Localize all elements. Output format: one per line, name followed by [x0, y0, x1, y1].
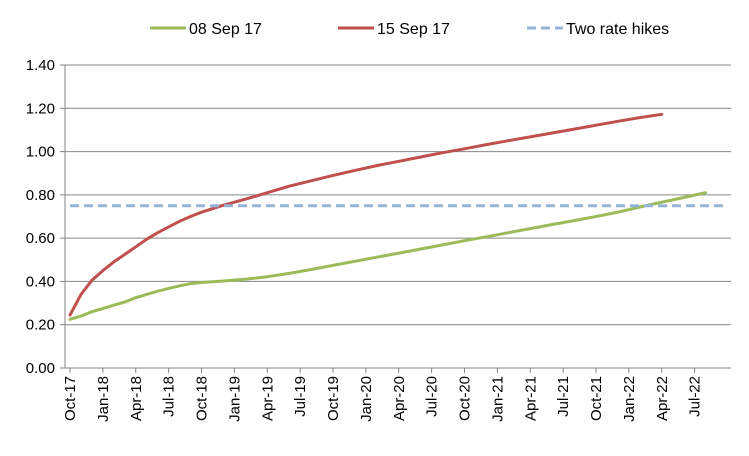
x-tick-label: Jul-20: [424, 376, 441, 417]
y-tick-label: 0.80: [26, 187, 55, 204]
x-tick-label: Apr-18: [128, 376, 145, 421]
x-tick-label: Apr-22: [654, 376, 671, 421]
series-line-1: [68, 112, 664, 317]
x-tick-label: Apr-19: [259, 376, 276, 421]
x-tick-label: Jan-21: [489, 376, 506, 422]
series-line-0: [68, 191, 708, 321]
x-tick-label: Jul-22: [687, 376, 704, 417]
x-tick-label: Jan-18: [95, 376, 112, 422]
x-tick-label: Apr-21: [522, 376, 539, 421]
legend-label: 15 Sep 17: [377, 21, 450, 38]
legend-label: Two rate hikes: [566, 21, 669, 38]
x-tick-label: Jul-19: [292, 376, 309, 417]
x-tick-label: Jul-18: [161, 376, 178, 417]
x-tick-label: Jul-21: [555, 376, 572, 417]
x-tick-label: Oct-18: [194, 376, 211, 421]
y-tick-label: 0.20: [26, 317, 55, 334]
y-tick-label: 0.60: [26, 230, 55, 247]
x-tick-label: Oct-20: [457, 376, 474, 421]
x-tick-label: Jan-19: [226, 376, 243, 422]
y-tick-label: 1.00: [26, 144, 55, 161]
x-tick-label: Jan-20: [358, 376, 375, 422]
x-tick-label: Oct-19: [325, 376, 342, 421]
y-tick-label: 0.40: [26, 273, 55, 290]
y-tick-label: 1.40: [26, 57, 55, 74]
y-axis: 0.00 0.20 0.40 0.60 0.80 1.00 1.20 1.40: [26, 57, 66, 377]
x-axis: Oct-17 Jan-18 Apr-18 Jul-18 Oct-18 Jan-19 Apr-…: [62, 367, 731, 422]
x-tick-label: Apr-20: [391, 376, 408, 421]
plot-area: [65, 64, 731, 326]
y-tick-label: 1.20: [26, 100, 55, 117]
x-tick-label: Oct-21: [588, 376, 605, 421]
y-tick-label: 0.00: [26, 360, 55, 377]
x-tick-label: Jan-22: [621, 376, 638, 422]
legend-label: 08 Sep 17: [189, 21, 262, 38]
legend: 08 Sep 17 15 Sep 17 Two rate hikes: [150, 21, 669, 38]
x-tick-label: Oct-17: [62, 376, 79, 421]
